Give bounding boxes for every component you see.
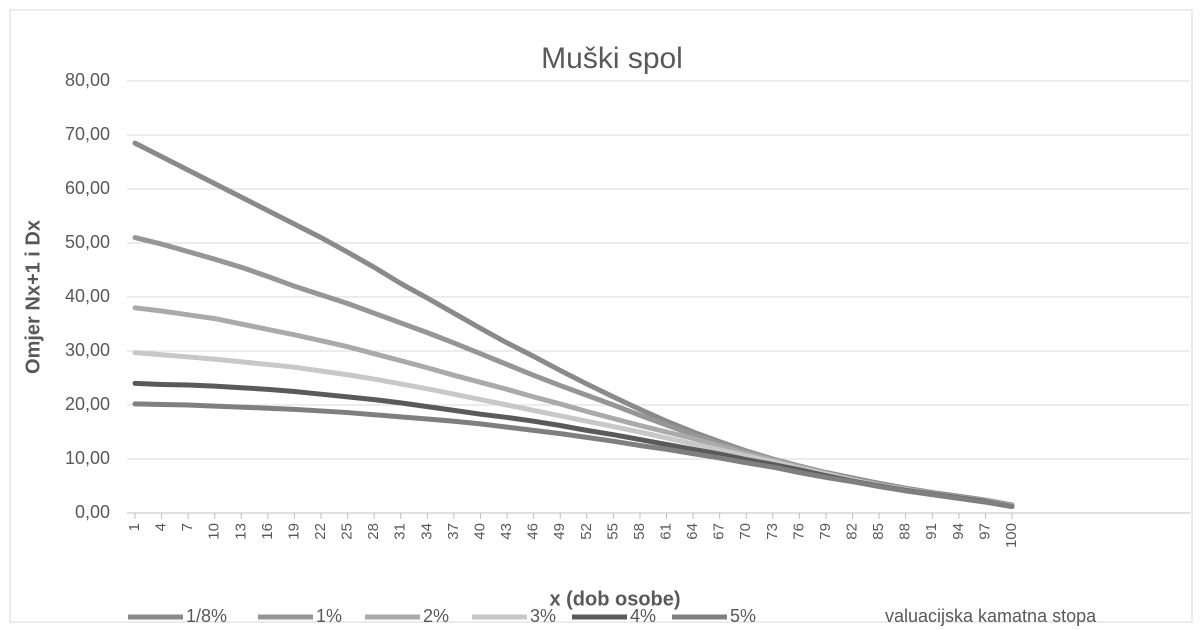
- x-tick-label: 25: [339, 523, 356, 540]
- x-tick-label: 4: [153, 523, 170, 531]
- y-tick-label: 80,00: [65, 70, 110, 90]
- x-tick-label: 67: [711, 523, 728, 540]
- chart-border: [9, 9, 1193, 623]
- y-tick-label: 30,00: [65, 340, 110, 360]
- x-tick-label: 58: [631, 523, 648, 540]
- x-axis-title: x (dob osobe): [549, 588, 680, 610]
- x-tick-label: 28: [365, 523, 382, 540]
- x-tick-label: 85: [870, 523, 887, 540]
- x-tick-label: 55: [604, 523, 621, 540]
- x-tick-label: 73: [764, 523, 781, 540]
- x-tick-label: 82: [844, 523, 861, 540]
- x-tick-label: 22: [312, 523, 329, 540]
- x-tick-label: 88: [897, 523, 914, 540]
- y-tick-label: 70,00: [65, 124, 110, 144]
- x-tick-label: 1: [126, 523, 143, 531]
- legend-label: 1/8%: [186, 606, 227, 626]
- x-tick-label: 100: [1003, 523, 1020, 548]
- x-tick-label: 10: [206, 523, 223, 540]
- y-tick-label: 50,00: [65, 232, 110, 252]
- x-tick-label: 16: [259, 523, 276, 540]
- x-tick-label: 7: [179, 523, 196, 531]
- x-tick-label: 94: [950, 523, 967, 540]
- x-tick-label: 49: [551, 523, 568, 540]
- x-tick-label: 19: [285, 523, 302, 540]
- y-tick-label: 40,00: [65, 286, 110, 306]
- x-tick-label: 46: [525, 523, 542, 540]
- y-tick-label: 0,00: [75, 502, 110, 522]
- x-tick-label: 64: [684, 523, 701, 540]
- series-line: [132, 140, 1015, 508]
- x-tick-label: 52: [578, 523, 595, 540]
- y-tick-label: 60,00: [65, 178, 110, 198]
- x-tick-label: 70: [737, 523, 754, 540]
- x-tick-label: 40: [471, 523, 488, 540]
- x-tick-label: 34: [418, 523, 435, 540]
- legend-label: 5%: [730, 606, 756, 626]
- x-tick-label: 76: [790, 523, 807, 540]
- legend-title: valuacijska kamatna stopa: [885, 606, 1097, 626]
- series-line: [132, 235, 1015, 508]
- legend-label: 4%: [630, 606, 656, 626]
- series-line: [132, 401, 1015, 510]
- x-tick-label: 79: [817, 523, 834, 540]
- legend-label: 1%: [316, 606, 342, 626]
- x-tick-label: 43: [498, 523, 515, 540]
- y-tick-label: 10,00: [65, 448, 110, 468]
- x-tick-label: 13: [232, 523, 249, 540]
- x-tick-label: 61: [657, 523, 674, 540]
- legend-label: 3%: [530, 606, 556, 626]
- chart-title: Muški spol: [541, 42, 683, 75]
- legend-label: 2%: [423, 606, 449, 626]
- x-tick-label: 37: [445, 523, 462, 540]
- x-tick-label: 91: [923, 523, 940, 540]
- x-tick-label: 31: [392, 523, 409, 540]
- y-tick-label: 20,00: [65, 394, 110, 414]
- x-tick-label: 97: [976, 523, 993, 540]
- y-axis-title: Omjer Nx+1 i Dx: [22, 220, 44, 374]
